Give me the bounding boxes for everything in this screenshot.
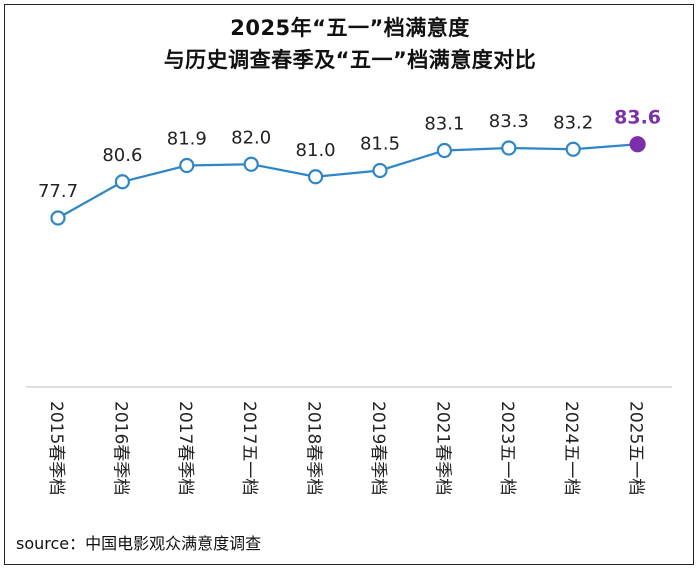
- series-line: [57, 143, 638, 219]
- data-label-4: 81.0: [296, 140, 336, 161]
- x-tick-label-2: 2017春季档: [175, 401, 195, 495]
- data-label-1: 80.6: [102, 145, 142, 166]
- chart-frame: [4, 4, 694, 565]
- x-tick-label-6: 2021春季档: [432, 401, 452, 495]
- x-tick-label-5: 2019春季档: [368, 401, 388, 495]
- x-tick-label-7: 2023五一档: [497, 401, 517, 495]
- data-label-8: 83.2: [553, 112, 593, 133]
- data-label-5: 81.5: [360, 134, 400, 155]
- data-point-3: [243, 156, 259, 172]
- data-point-8: [565, 141, 581, 157]
- x-tick-label-8: 2024五一档: [561, 401, 581, 495]
- data-label-6: 83.1: [424, 114, 464, 135]
- data-point-9: [629, 136, 646, 153]
- x-tick-label-0: 2015春季档: [46, 401, 66, 495]
- data-point-2: [179, 157, 195, 174]
- chart-title-line2: 与历史调查春季及“五一”档满意度对比: [163, 48, 537, 72]
- data-label-9: 83.6: [614, 106, 661, 128]
- data-point-5: [372, 162, 388, 179]
- x-tick-label-3: 2017五一档: [239, 401, 259, 495]
- data-point-1: [114, 174, 131, 190]
- data-label-0: 77.7: [38, 181, 78, 202]
- data-point-4: [308, 169, 324, 185]
- source-note: source：中国电影观众满意度调查: [16, 534, 262, 553]
- data-point-6: [436, 142, 452, 159]
- data-label-7: 83.3: [489, 111, 529, 132]
- x-tick-label-9: 2025五一档: [626, 401, 646, 495]
- x-tick-label-4: 2018春季档: [304, 401, 324, 495]
- data-label-3: 82.0: [231, 127, 271, 148]
- data-point-0: [50, 210, 66, 226]
- data-label-2: 81.9: [167, 129, 207, 150]
- chart-title-line1: 2025年“五一”档满意度: [230, 16, 470, 40]
- data-point-7: [501, 140, 517, 156]
- x-tick-label-1: 2016春季档: [110, 401, 130, 495]
